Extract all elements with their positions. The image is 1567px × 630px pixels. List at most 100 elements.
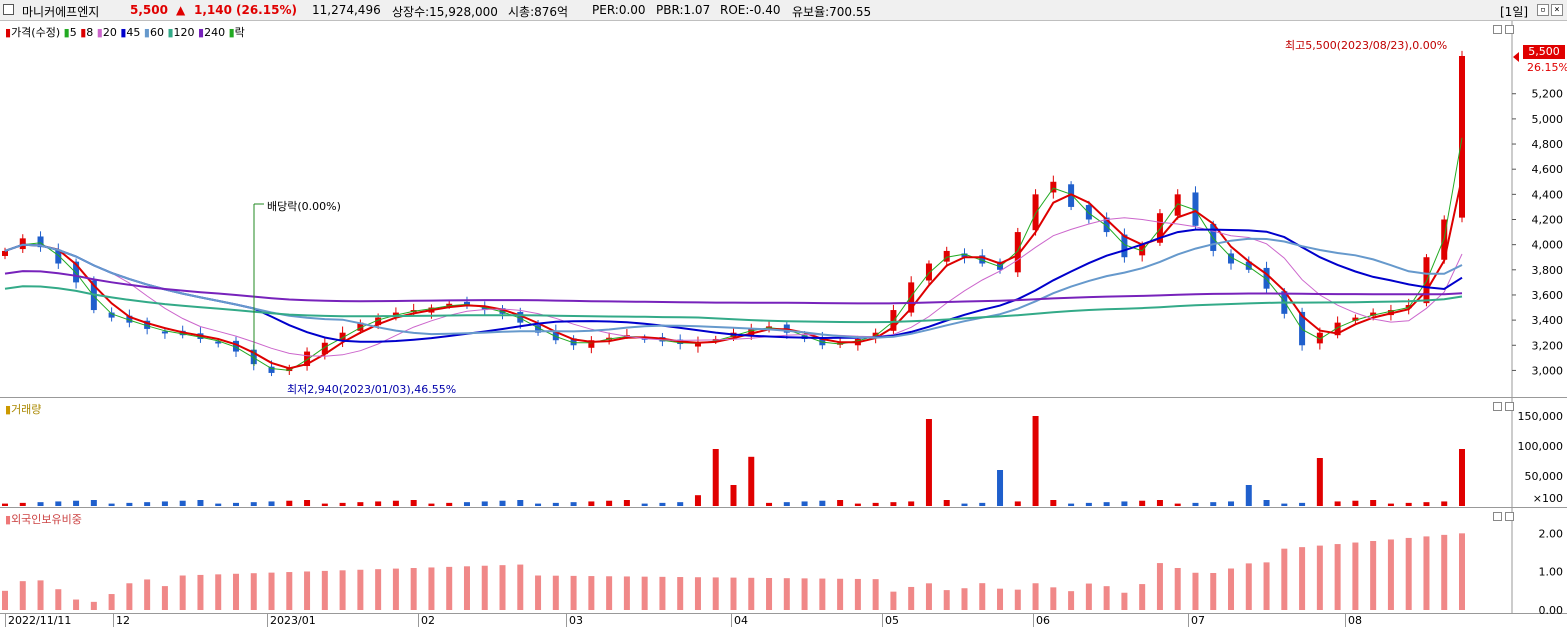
volume-bar (712, 449, 719, 506)
volume-bar (37, 502, 44, 506)
candle-body (1192, 192, 1199, 226)
select-checkbox[interactable] (3, 4, 14, 15)
volume-bar (1085, 502, 1092, 506)
volume-tick-label: 50,000 (1525, 470, 1564, 483)
volume-bar (1156, 500, 1163, 506)
current-price: 5,500 (130, 3, 168, 17)
candle-body (446, 303, 453, 306)
price-legend-marker: ▮ (5, 26, 12, 39)
volume-bar (2, 503, 8, 506)
volume-bar (268, 501, 275, 506)
stock-name[interactable]: 마니커에프엔지 (22, 5, 100, 19)
price-chart-pane[interactable]: 5,200 5,000 4,800 4,600 4,400 4,200 4,000 3,800… (0, 21, 1567, 398)
volume-bar (943, 500, 950, 506)
candle-body (588, 340, 595, 348)
candle-body (108, 312, 115, 318)
foreign-ratio-bar (1068, 591, 1075, 610)
dividend-annotation: 배당락(0.00%) (267, 200, 341, 213)
volume-chart-pane[interactable]: 150,000 100,000 50,000 ×100 ▮거래량 (0, 398, 1567, 508)
volume-bar (1281, 503, 1288, 506)
foreign-ratio-bar (1423, 536, 1430, 610)
price-tick-label: 3,000 (1532, 364, 1564, 377)
foreign-ratio-pane[interactable]: 2.00 1.00 0.00 ▮외국인보유비중 (0, 508, 1567, 614)
price-tick-label: 3,800 (1532, 264, 1564, 277)
pane-restore-icon[interactable] (1493, 25, 1502, 34)
foreign-ratio-bar (1103, 586, 1110, 610)
high-annotation: 최고5,500(2023/08/23),0.00% (1285, 39, 1448, 52)
volume-unit-label: ×100 (1533, 492, 1563, 505)
foreign-legend: ▮외국인보유비중 (5, 513, 82, 526)
foreign-ratio-bar (304, 571, 311, 610)
date-axis-label: 03 (566, 614, 583, 627)
foreign-ratio-bar (1139, 584, 1146, 610)
candle (694, 336, 701, 353)
foreign-ratio-bar (925, 583, 932, 610)
restore-icon[interactable]: ▫ (1537, 4, 1549, 16)
candle-body (37, 236, 44, 248)
date-axis-label: 2023/01 (267, 614, 316, 627)
foreign-close-icon[interactable] (1505, 512, 1514, 521)
volume-bar (517, 500, 524, 506)
volume-bar (446, 502, 453, 506)
foreign-ratio-bar (90, 601, 97, 610)
candle (19, 234, 26, 253)
candle-body (286, 367, 293, 372)
date-axis: 2022/11/11 12 2023/01 02 03 04 05 06 07 08 (0, 614, 1567, 630)
candle (1014, 227, 1021, 277)
volume-bar (375, 501, 382, 506)
candle-body (1174, 194, 1181, 216)
candle-body (872, 332, 879, 338)
candle-body (1103, 217, 1110, 233)
candle-body (73, 261, 80, 283)
candle (339, 326, 346, 348)
volume-bar (19, 502, 26, 506)
candle (1459, 50, 1465, 223)
volume-bar (872, 502, 879, 506)
volume-chart[interactable]: 150,000 100,000 50,000 ×100 (0, 398, 1567, 508)
foreign-ratio-bar (712, 577, 719, 610)
price-chart[interactable]: 5,200 5,000 4,800 4,600 4,400 4,200 4,000 3,800… (0, 21, 1567, 398)
pbr-value: PBR:1.07 (656, 3, 711, 17)
period-selector[interactable]: [1일] (1500, 5, 1529, 19)
volume-bar (1068, 503, 1075, 506)
volume-bar (1299, 502, 1306, 506)
candle-body (1228, 253, 1235, 264)
volume-bar (801, 501, 808, 506)
volume-bar (606, 500, 613, 506)
volume-restore-icon[interactable] (1493, 402, 1502, 411)
candle-body (161, 331, 168, 334)
volume-bar (90, 500, 97, 506)
foreign-ratio-bar (126, 583, 133, 610)
volume-bar (1050, 500, 1057, 506)
close-icon[interactable]: × (1551, 4, 1563, 16)
foreign-ratio-bar (144, 579, 151, 610)
foreign-ratio-bar (392, 568, 399, 610)
candle-body (819, 337, 826, 346)
candle-body (694, 342, 701, 347)
foreign-restore-icon[interactable] (1493, 512, 1502, 521)
foreign-ratio-bar (375, 569, 382, 610)
volume-bar (783, 502, 790, 506)
foreign-ratio-bar (268, 572, 275, 610)
volume-bar (1405, 502, 1412, 506)
foreign-ratio-bar (1156, 563, 1163, 610)
price-tick-label: 5,000 (1532, 113, 1564, 126)
candle (357, 319, 364, 334)
candle-body (232, 340, 239, 352)
last-price-pointer-icon (1513, 52, 1519, 62)
candle-body (481, 307, 488, 311)
volume-bar (1370, 500, 1377, 506)
volume-close-icon[interactable] (1505, 402, 1514, 411)
candle (1228, 249, 1235, 270)
volume-bar (535, 503, 542, 506)
volume-bar (837, 500, 844, 506)
price-tick-label: 3,400 (1532, 314, 1564, 327)
volume-bar (286, 500, 293, 506)
market-cap: 시총:876억 (508, 5, 569, 19)
candle-body (463, 301, 470, 306)
foreign-ratio-chart[interactable]: 2.00 1.00 0.00 (0, 508, 1567, 614)
foreign-ratio-bar (215, 574, 222, 610)
foreign-ratio-bar (179, 575, 186, 610)
volume-legend: ▮거래량 (5, 403, 42, 416)
pane-close-icon[interactable] (1505, 25, 1514, 34)
